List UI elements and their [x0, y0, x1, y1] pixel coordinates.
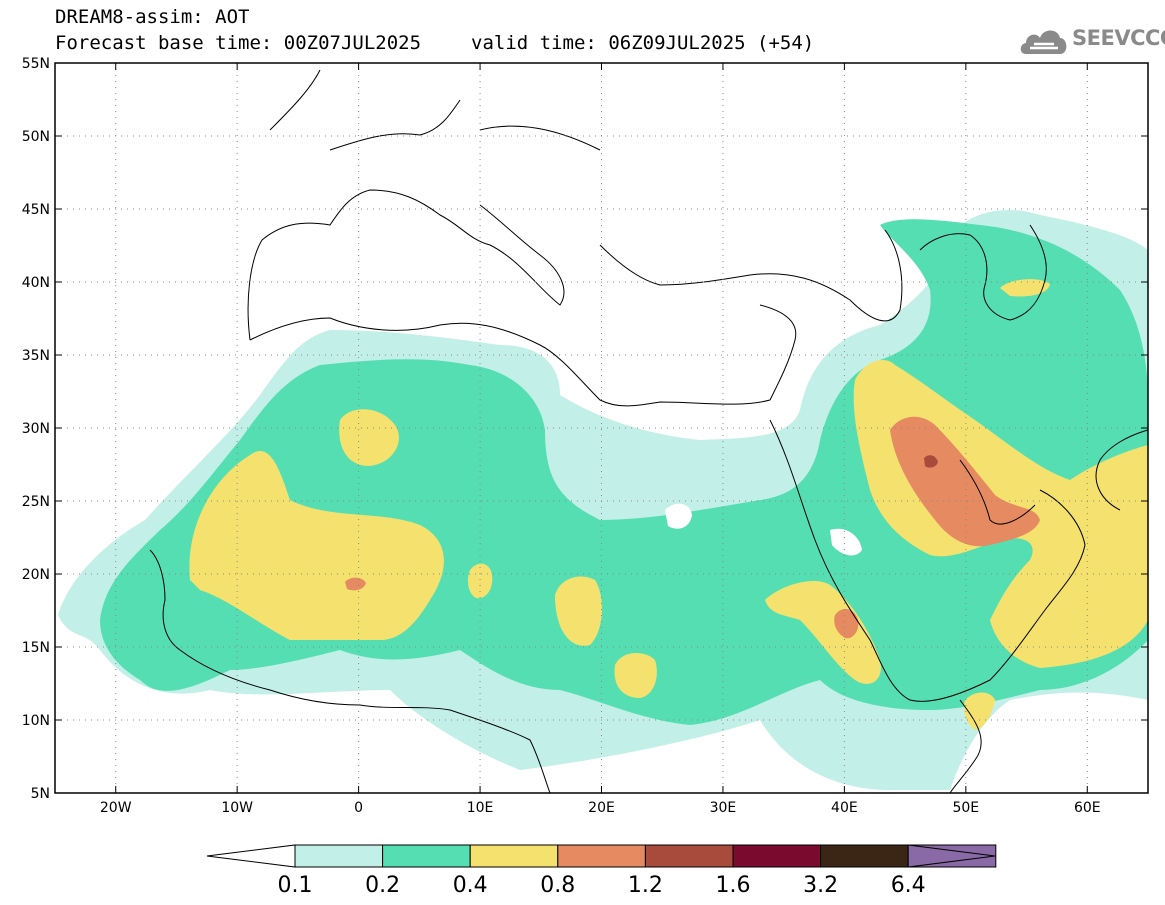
- lat-tick-label: 25N: [22, 494, 50, 510]
- aot-level-1-2: [924, 455, 938, 468]
- time-line: Forecast base time: 00Z07JUL2025 valid ti…: [55, 32, 814, 54]
- lat-axis: 55N 50N 45N 40N 35N 30N 25N 20N 15N 10N 5N: [22, 56, 50, 802]
- colorbar-label: 0.2: [365, 873, 400, 898]
- lon-tick-label: 20W: [100, 800, 132, 816]
- axis-ticks: [55, 62, 1148, 794]
- colorbar-label: 3.2: [803, 873, 838, 898]
- lat-tick-label: 5N: [31, 786, 50, 802]
- colorbar-label: 0.1: [278, 873, 313, 898]
- coastlines: [149, 69, 1148, 793]
- aot-field: [55, 63, 1148, 793]
- lon-axis: 20W 10W 0 10E 20E 30E 40E 50E 60E: [100, 800, 1101, 816]
- lon-tick-label: 20E: [588, 800, 615, 816]
- lat-tick-label: 20N: [22, 567, 50, 583]
- lon-tick-label: 10E: [467, 800, 494, 816]
- colorbar-segment: [469, 844, 559, 868]
- aot-level-0-8: [345, 416, 1040, 639]
- aot-below-0-1: [665, 503, 862, 556]
- lon-tick-label: 40E: [831, 800, 858, 816]
- colorbar-upper-arrow: [907, 844, 996, 868]
- cloud-icon: [1020, 30, 1067, 54]
- colorbar-segment: [644, 844, 734, 868]
- lat-tick-label: 10N: [22, 713, 50, 729]
- lat-tick-label: 35N: [22, 348, 50, 364]
- valid-time: valid time: 06Z09JUL2025 (+54): [471, 32, 815, 54]
- colorbar-segment: [382, 844, 471, 868]
- colorbar-label: 1.2: [628, 873, 663, 898]
- lat-tick-label: 40N: [22, 275, 50, 291]
- colorbar-segment: [557, 844, 646, 868]
- colorbar-lower-arrow: [206, 844, 296, 868]
- colorbar: 0.1 0.2 0.4 0.8 1.2 1.6 3.2 6.4: [206, 844, 997, 898]
- colorbar-label: 0.8: [540, 873, 575, 898]
- base-time: Forecast base time: 00Z07JUL2025: [55, 32, 422, 54]
- lat-tick-label: 30N: [22, 421, 50, 437]
- lon-tick-label: 0: [354, 800, 363, 816]
- lat-tick-label: 55N: [22, 56, 50, 72]
- colorbar-label: 0.4: [453, 873, 488, 898]
- seevccc-logo: SEEVCCC: [1018, 22, 1165, 60]
- lat-tick-label: 50N: [22, 129, 50, 145]
- lon-tick-label: 50E: [952, 800, 979, 816]
- colorbar-segment: [732, 844, 822, 868]
- colorbar-segment: [820, 844, 909, 868]
- colorbar-label: 1.6: [716, 873, 751, 898]
- colorbar-label: 6.4: [891, 873, 926, 898]
- lon-tick-label: 30E: [710, 800, 737, 816]
- lon-tick-label: 60E: [1074, 800, 1101, 816]
- lon-tick-label: 10W: [221, 800, 253, 816]
- colorbar-segment: [294, 844, 384, 868]
- gridlines: [55, 63, 1148, 793]
- lat-tick-label: 45N: [22, 202, 50, 218]
- map-title: DREAM8-assim: AOT: [55, 6, 250, 28]
- lat-tick-label: 15N: [22, 640, 50, 656]
- logo-text: SEEVCCC: [1072, 26, 1165, 50]
